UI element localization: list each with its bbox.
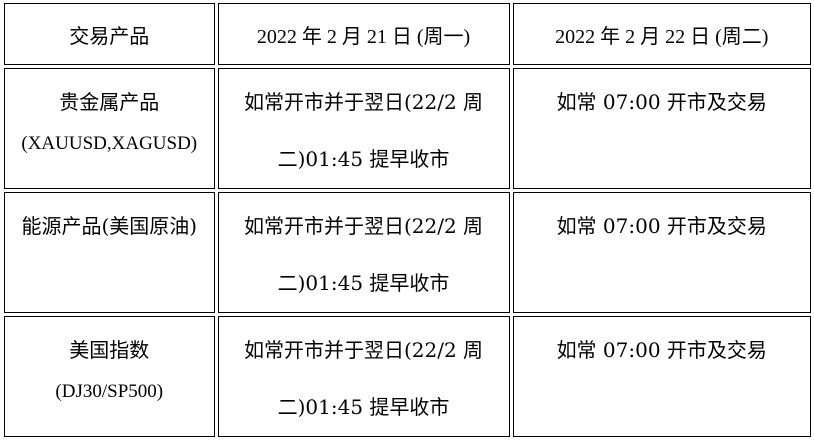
feb21-line2: 二)01:45 提早收市	[277, 147, 450, 171]
product-symbols: (XAUUSD,XAGUSD)	[21, 133, 198, 154]
header-feb21: 2022 年 2 月 21 日 (周一)	[217, 3, 510, 65]
feb22-text: 如常 07:00 开市及交易	[556, 90, 767, 114]
product-cell: 贵金属产品 (XAUUSD,XAGUSD)	[4, 68, 215, 189]
feb21-cell: 如常开市并于翌日(22/2 周二)01:45 提早收市	[217, 192, 510, 313]
feb21-line2: 二)01:45 提早收市	[277, 395, 450, 419]
table-row: 能源产品(美国原油) 如常开市并于翌日(22/2 周二)01:45 提早收市 如…	[4, 192, 811, 313]
product-cell: 能源产品(美国原油)	[4, 192, 215, 313]
feb22-cell: 如常 07:00 开市及交易	[512, 316, 811, 437]
header-row: 交易产品 2022 年 2 月 21 日 (周一) 2022 年 2 月 22 …	[4, 3, 811, 65]
product-name: 贵金属产品	[59, 90, 160, 114]
feb21-cell: 如常开市并于翌日(22/2 周二)01:45 提早收市	[217, 68, 510, 189]
product-cell: 美国指数 (DJ30/SP500)	[4, 316, 215, 437]
feb21-line2: 二)01:45 提早收市	[277, 271, 450, 295]
header-feb22: 2022 年 2 月 22 日 (周二)	[512, 3, 811, 65]
table-row: 贵金属产品 (XAUUSD,XAGUSD) 如常开市并于翌日(22/2 周二)01…	[4, 68, 811, 189]
feb21-line1: 如常开市并于翌日(22/2 周	[243, 338, 484, 362]
feb21-line1: 如常开市并于翌日(22/2 周	[243, 90, 484, 114]
product-name: 美国指数	[69, 338, 150, 362]
product-symbols: (DJ30/SP500)	[55, 381, 164, 402]
feb22-cell: 如常 07:00 开市及交易	[512, 68, 811, 189]
feb21-line1: 如常开市并于翌日(22/2 周	[243, 214, 484, 238]
feb22-cell: 如常 07:00 开市及交易	[512, 192, 811, 313]
table-row: 美国指数 (DJ30/SP500) 如常开市并于翌日(22/2 周二)01:45 …	[4, 316, 811, 437]
feb21-cell: 如常开市并于翌日(22/2 周二)01:45 提早收市	[217, 316, 510, 437]
header-product: 交易产品	[4, 3, 215, 65]
feb22-text: 如常 07:00 开市及交易	[556, 214, 767, 238]
feb22-text: 如常 07:00 开市及交易	[556, 338, 767, 362]
product-name: 能源产品(美国原油)	[21, 214, 198, 238]
